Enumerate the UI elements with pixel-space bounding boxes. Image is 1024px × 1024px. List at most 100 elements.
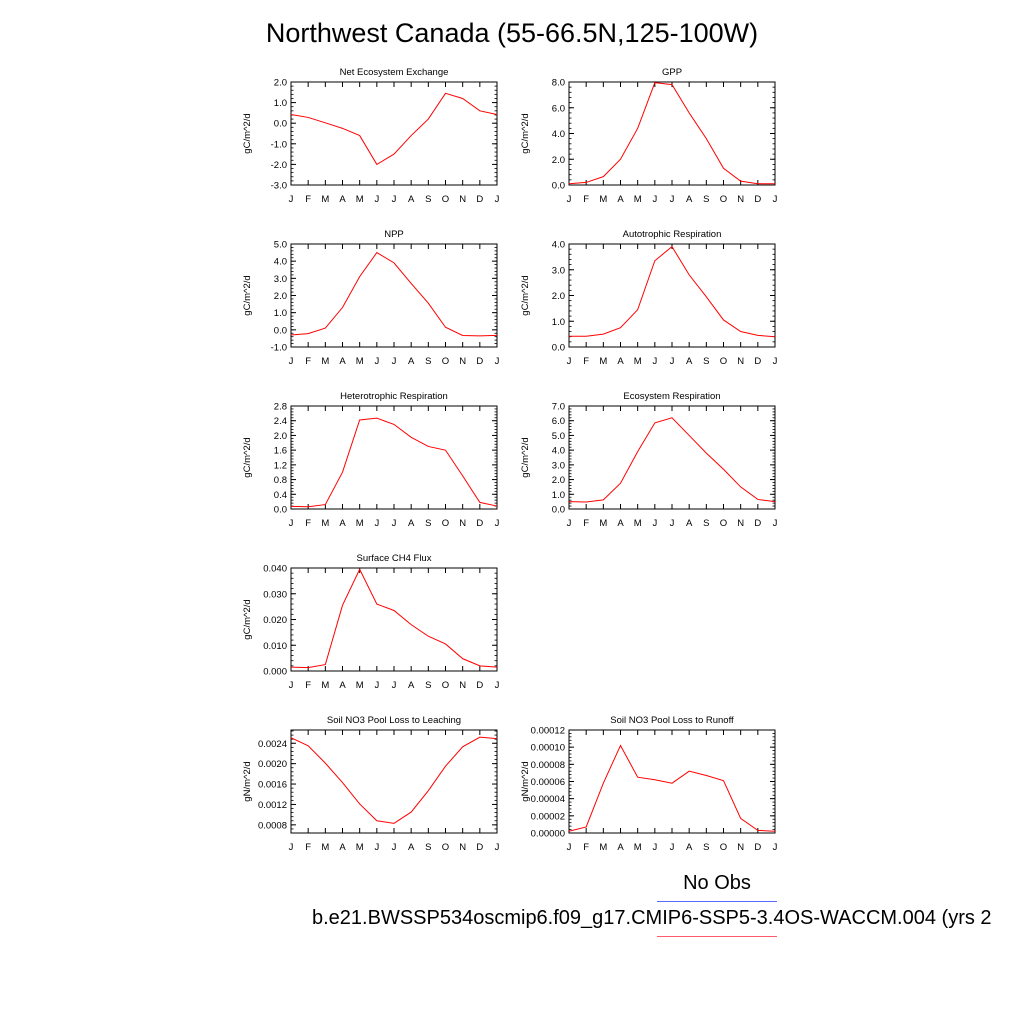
heterotrophic-respiration-series-line: [290, 417, 498, 508]
soil-no3-pool-loss-to-runoff-xtick-label: M: [634, 842, 642, 853]
ecosystem-respiration-xtick-label: N: [737, 518, 744, 529]
net-ecosystem-exchange-xtick-label: J: [374, 194, 379, 205]
gpp-ytick-label: 0.0: [552, 181, 565, 192]
autotrophic-respiration-series-line: [569, 245, 776, 338]
legend-obs-label: No Obs: [683, 872, 751, 894]
ecosystem-respiration-ytick-label: 2.0: [552, 475, 565, 486]
npp-xtick-label: D: [476, 356, 483, 367]
net-ecosystem-exchange-xtick-label: M: [321, 194, 329, 205]
net-ecosystem-exchange-series-line: [290, 92, 498, 166]
soil-no3-pool-loss-to-runoff-xtick-label: A: [686, 842, 693, 853]
soil-no3-pool-loss-to-runoff-xtick-label: A: [617, 842, 624, 853]
soil-no3-pool-loss-to-runoff-xtick-label: O: [720, 842, 727, 853]
gpp-xtick-label: S: [703, 194, 709, 205]
net-ecosystem-exchange-xtick-label: J: [289, 194, 294, 205]
ecosystem-respiration-xtick-label: J: [670, 518, 675, 529]
soil-no3-pool-loss-to-leaching-title: Soil NO3 Pool Loss to Leaching: [327, 715, 461, 726]
ecosystem-respiration-xtick-label: M: [634, 518, 642, 529]
ecosystem-respiration-ytick-label: 4.0: [552, 446, 565, 457]
heterotrophic-respiration-xtick-label: A: [408, 518, 415, 529]
autotrophic-respiration-xtick-label: J: [567, 356, 572, 367]
ecosystem-respiration-xtick-label: D: [754, 518, 761, 529]
chart-ecosystem-respiration: Ecosystem Respiration gC/m^2/d 0.0 1.0 2.0 3.…: [520, 391, 778, 529]
gpp-xtick-label: D: [754, 194, 761, 205]
surface-ch4-flux-xtick-label: A: [408, 680, 415, 691]
ecosystem-respiration-xtick-label: M: [599, 518, 607, 529]
npp-plot-frame: [290, 243, 498, 348]
ecosystem-respiration-ytick-label: 3.0: [552, 460, 565, 471]
autotrophic-respiration-xtick-label: M: [599, 356, 607, 367]
autotrophic-respiration-xtick-label: F: [583, 356, 589, 367]
gpp-xtick-label: A: [617, 194, 624, 205]
surface-ch4-flux-ytick-label: 0.030: [263, 589, 287, 600]
heterotrophic-respiration-ylabel: gC/m^2/d: [242, 437, 253, 477]
heterotrophic-respiration-xtick-label: A: [339, 518, 346, 529]
heterotrophic-respiration-xtick-label: N: [459, 518, 466, 529]
surface-ch4-flux-ytick-label: 0.020: [263, 615, 287, 626]
ecosystem-respiration-ytick-label: 5.0: [552, 431, 565, 442]
autotrophic-respiration-ytick-label: 2.0: [552, 291, 565, 302]
soil-no3-pool-loss-to-leaching-xtick-label: M: [321, 842, 329, 853]
npp-xtick-label: M: [356, 356, 364, 367]
soil-no3-pool-loss-to-runoff-xtick-label: J: [652, 842, 657, 853]
soil-no3-pool-loss-to-runoff-title: Soil NO3 Pool Loss to Runoff: [610, 715, 734, 726]
surface-ch4-flux-ytick-label: 0.010: [263, 641, 287, 652]
soil-no3-pool-loss-to-runoff-xtick-label: J: [773, 842, 778, 853]
npp-xtick-label: A: [408, 356, 415, 367]
heterotrophic-respiration-ytick-label: 0.0: [274, 505, 287, 516]
autotrophic-respiration-xtick-label: D: [754, 356, 761, 367]
npp-xtick-label: J: [374, 356, 379, 367]
gpp-xtick-label: J: [652, 194, 657, 205]
surface-ch4-flux-ylabel: gC/m^2/d: [242, 599, 253, 639]
soil-no3-pool-loss-to-runoff-ytick-label: 0.00010: [531, 743, 565, 754]
gpp-xtick-label: A: [686, 194, 693, 205]
soil-no3-pool-loss-to-leaching-xtick-label: N: [459, 842, 466, 853]
net-ecosystem-exchange-ytick-label: 2.0: [274, 78, 287, 89]
surface-ch4-flux-xtick-label: J: [374, 680, 379, 691]
heterotrophic-respiration-ytick-label: 2.0: [274, 431, 287, 442]
legend-model-line: [657, 936, 777, 937]
gpp-ytick-label: 6.0: [552, 103, 565, 114]
npp-xtick-label: J: [495, 356, 500, 367]
net-ecosystem-exchange-xtick-label: D: [476, 194, 483, 205]
npp-ylabel: gC/m^2/d: [242, 275, 253, 315]
heterotrophic-respiration-ytick-label: 1.6: [274, 446, 287, 457]
heterotrophic-respiration-xtick-label: M: [321, 518, 329, 529]
autotrophic-respiration-ytick-label: 0.0: [552, 343, 565, 354]
surface-ch4-flux-ytick-label: 0.000: [263, 667, 287, 678]
case-name-label: b.e21.BWSSP534oscmip6.f09_g17.CMIP6-SSP5…: [312, 907, 992, 929]
autotrophic-respiration-xtick-label: N: [737, 356, 744, 367]
chart-autotrophic-respiration: Autotrophic Respiration gC/m^2/d 0.0 1.0 2.0…: [520, 229, 778, 367]
npp-xtick-label: M: [321, 356, 329, 367]
npp-xtick-label: F: [305, 356, 311, 367]
autotrophic-respiration-xtick-label: J: [652, 356, 657, 367]
npp-xtick-label: S: [425, 356, 431, 367]
ecosystem-respiration-xtick-label: J: [567, 518, 572, 529]
gpp-xtick-label: J: [567, 194, 572, 205]
autotrophic-respiration-xtick-label: O: [720, 356, 727, 367]
soil-no3-pool-loss-to-leaching-ytick-label: 0.0020: [258, 759, 287, 770]
heterotrophic-respiration-xtick-label: S: [425, 518, 431, 529]
ecosystem-respiration-ytick-label: 6.0: [552, 416, 565, 427]
soil-no3-pool-loss-to-leaching-xtick-label: D: [476, 842, 483, 853]
soil-no3-pool-loss-to-runoff-series-line: [568, 744, 776, 832]
soil-no3-pool-loss-to-runoff-ytick-label: 0.00004: [531, 794, 565, 805]
soil-no3-pool-loss-to-runoff-xtick-label: J: [670, 842, 675, 853]
ecosystem-respiration-series-line: [568, 417, 776, 503]
npp-xtick-label: O: [442, 356, 449, 367]
net-ecosystem-exchange-title: Net Ecosystem Exchange: [340, 67, 449, 78]
soil-no3-pool-loss-to-leaching-xtick-label: A: [339, 842, 346, 853]
autotrophic-respiration-xtick-label: M: [634, 356, 642, 367]
soil-no3-pool-loss-to-leaching-ytick-label: 0.0008: [258, 820, 287, 831]
net-ecosystem-exchange-ytick-label: -2.0: [271, 160, 287, 171]
gpp-plot-frame: [568, 81, 776, 186]
soil-no3-pool-loss-to-leaching-xtick-label: S: [425, 842, 431, 853]
autotrophic-respiration-plot-frame: [568, 243, 776, 348]
ecosystem-respiration-xtick-label: A: [686, 518, 693, 529]
heterotrophic-respiration-xtick-label: J: [495, 518, 500, 529]
soil-no3-pool-loss-to-runoff-xtick-label: S: [703, 842, 709, 853]
soil-no3-pool-loss-to-runoff-ytick-label: 0.00006: [531, 777, 565, 788]
chart-soil-no3-runoff: Soil NO3 Pool Loss to RunoffgN/m^2/d0.00…: [520, 715, 778, 853]
